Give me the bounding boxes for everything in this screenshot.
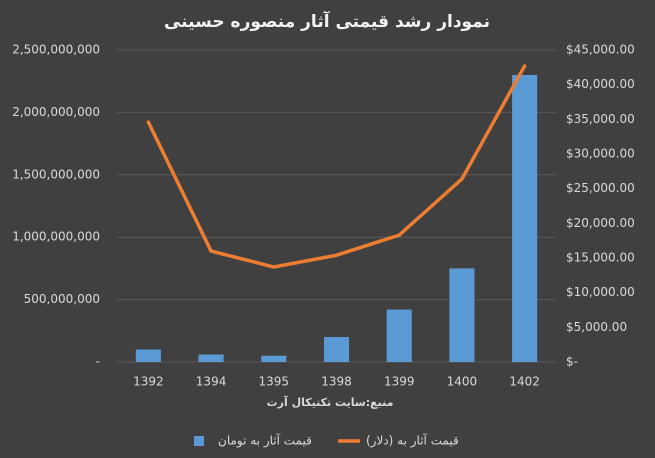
y-tick-label: 1,000,000,000 (12, 230, 100, 244)
y-tick-label: 1,500,000,000 (12, 167, 100, 181)
y2-tick-label: $10,000.00 (566, 285, 635, 299)
x-tick-label: 1399 (384, 375, 415, 389)
y2-tick-label: $5,000.00 (566, 320, 627, 334)
y2-tick-label: $30,000.00 (566, 147, 635, 161)
x-tick-label: 1395 (259, 375, 290, 389)
bar (261, 355, 287, 362)
y2-tick-label: $35,000.00 (566, 112, 635, 126)
x-axis-label: منبع:سایت تکنیکال آرت (267, 395, 394, 409)
bar (512, 74, 538, 363)
bar (198, 354, 224, 362)
legend-swatch (194, 436, 204, 446)
y2-tick-label: $40,000.00 (566, 77, 635, 91)
line (146, 64, 527, 269)
bar (135, 349, 161, 362)
legend-label: قیمت آثار به تومان (218, 433, 312, 449)
x-tick-label: 1400 (447, 375, 478, 389)
x-tick-label: 1392 (133, 375, 164, 389)
bar (386, 309, 412, 362)
y-tick-label: 2,000,000,000 (12, 105, 100, 119)
x-tick-label: 1398 (321, 375, 352, 389)
y2-tick-label: $- (566, 355, 578, 369)
x-tick-label: 1402 (509, 375, 540, 389)
y2-tick-label: $45,000.00 (566, 43, 635, 57)
y-tick-label: 500,000,000 (24, 292, 100, 306)
chart-title: نمودار رشد قیمتی آثار منصوره حسینی (164, 10, 490, 32)
legend-label: قیمت آثار به (دلار) (366, 433, 459, 449)
y-tick-label: - (96, 355, 100, 369)
bar (449, 268, 475, 362)
x-tick-label: 1394 (196, 375, 227, 389)
bar (323, 337, 350, 362)
y2-tick-label: $20,000.00 (566, 216, 635, 230)
y2-tick-label: $25,000.00 (566, 181, 635, 195)
y2-tick-label: $15,000.00 (566, 251, 635, 265)
y-tick-label: 2,500,000,000 (12, 43, 100, 57)
